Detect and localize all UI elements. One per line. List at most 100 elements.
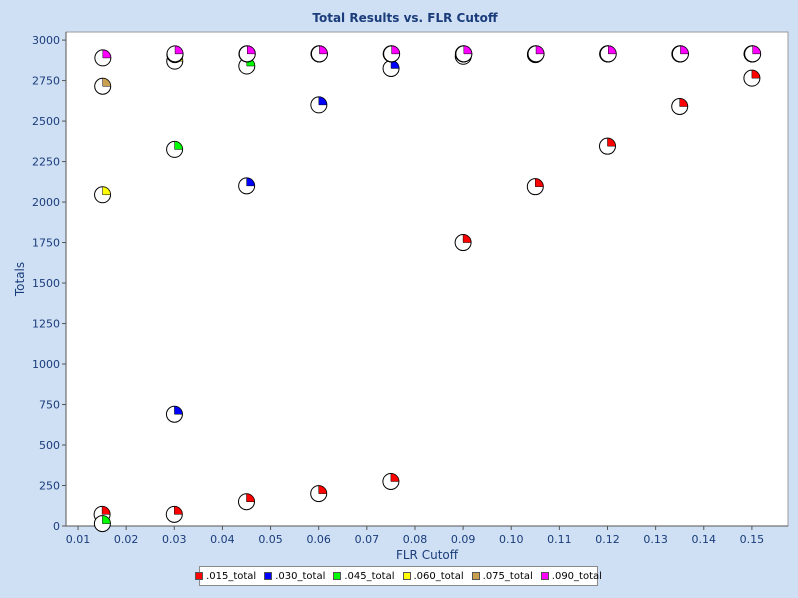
y-tick-label: 1000 [32, 358, 60, 371]
x-tick-label: 0.03 [162, 533, 187, 546]
data-point [671, 45, 689, 63]
legend-item: .075_total [471, 570, 533, 582]
data-point [238, 45, 256, 63]
marker-wedge [319, 45, 328, 55]
marker-wedge [391, 45, 400, 55]
legend-swatch [402, 572, 411, 580]
y-tick-label: 2750 [32, 75, 60, 88]
x-axis: 0.01 0.02 0.03 0.04 0.05 0.06 0.07 0.08 0.09 0.10… [66, 525, 788, 546]
legend-label: .015_total [206, 570, 257, 582]
legend-item: .015_total [195, 571, 256, 582]
data-point [743, 69, 761, 87]
data-markers [93, 45, 762, 533]
y-tick-label: 500 [39, 439, 60, 452]
legend-label: .075_total [482, 570, 533, 582]
data-point [166, 140, 184, 158]
data-point [310, 96, 328, 114]
x-tick-label: 0.02 [114, 533, 139, 546]
legend-item: .090_total [540, 570, 602, 582]
marker-wedge [101, 506, 111, 515]
data-point [94, 49, 112, 67]
marker-wedge [607, 137, 616, 147]
data-point [527, 45, 545, 63]
y-tick-label: 1250 [32, 318, 60, 331]
data-point [94, 186, 112, 204]
y-axis: 0 250 500 750 1000 1250 1500 1750 2000 2250 2500 27… [32, 32, 67, 533]
data-point [94, 77, 112, 95]
marker-wedge [679, 98, 688, 107]
data-point [526, 178, 544, 196]
marker-wedge [247, 45, 256, 55]
x-tick-label: 0.06 [306, 533, 331, 546]
marker-wedge [102, 49, 112, 59]
data-point [382, 59, 400, 77]
marker-wedge [174, 141, 183, 150]
data-point [671, 98, 689, 116]
legend-swatch [195, 572, 204, 580]
y-tick-label: 750 [39, 399, 60, 412]
y-tick-label: 250 [39, 480, 60, 493]
marker-wedge [318, 96, 328, 106]
x-tick-label: 0.04 [210, 533, 235, 546]
data-point [454, 234, 472, 252]
data-point [744, 45, 762, 63]
plot-area [65, 31, 789, 527]
x-tick-label: 0.07 [355, 533, 380, 546]
marker-wedge [318, 485, 327, 494]
data-point [93, 515, 111, 533]
legend-label: .030_total [275, 570, 326, 582]
y-tick-label: 1750 [32, 237, 60, 250]
y-tick-label: 2500 [32, 115, 60, 128]
data-point [166, 45, 184, 63]
marker-wedge [102, 515, 111, 524]
data-point [238, 177, 256, 195]
x-tick-label: 0.13 [643, 533, 668, 546]
data-point [383, 45, 401, 63]
legend-label: .060_total [413, 570, 464, 582]
legend-label: .045_total [344, 570, 395, 582]
legend-swatch [264, 572, 273, 580]
data-point [599, 45, 617, 63]
x-tick-label: 0.14 [692, 533, 717, 546]
y-tick-label: 0 [53, 520, 60, 533]
data-point [165, 505, 183, 523]
x-tick-label: 0.10 [499, 533, 524, 546]
marker-wedge [751, 69, 761, 79]
data-point [599, 137, 616, 155]
y-tick-label: 1500 [32, 277, 60, 290]
marker-wedge [246, 493, 255, 502]
chart-legend: .015_total .030_total .045_total .060_total… [195, 566, 602, 586]
x-tick-label: 0.08 [403, 533, 428, 546]
legend-swatch [540, 572, 549, 580]
marker-wedge [246, 177, 255, 187]
chart-title: Total Results vs. FLR Cutoff [312, 11, 497, 25]
y-tick-label: 3000 [32, 34, 60, 47]
marker-wedge [390, 473, 400, 482]
data-point [382, 472, 400, 490]
data-point [238, 493, 255, 511]
marker-wedge [174, 45, 184, 55]
legend-swatch [471, 572, 480, 580]
y-tick-label: 2250 [32, 156, 60, 169]
x-tick-label: 0.05 [258, 533, 283, 546]
x-tick-label: 0.15 [740, 533, 765, 546]
data-point [165, 405, 183, 423]
marker-wedge [462, 234, 472, 243]
legend-item: .030_total [264, 571, 325, 582]
legend-item: .045_total [333, 570, 395, 582]
data-point [310, 45, 328, 63]
marker-wedge [463, 45, 473, 55]
x-tick-label: 0.01 [66, 533, 91, 546]
marker-wedge [535, 45, 545, 55]
x-tick-label: 0.11 [547, 533, 572, 546]
legend-label: .090_total [551, 570, 602, 582]
x-axis-label: FLR Cutoff [396, 548, 459, 562]
y-tick-label: 2000 [32, 196, 60, 209]
data-point [455, 45, 473, 63]
legend-swatch [333, 572, 342, 580]
marker-wedge [680, 45, 689, 55]
marker-wedge [535, 178, 544, 187]
x-tick-label: 0.12 [595, 533, 620, 546]
marker-wedge [608, 45, 617, 55]
